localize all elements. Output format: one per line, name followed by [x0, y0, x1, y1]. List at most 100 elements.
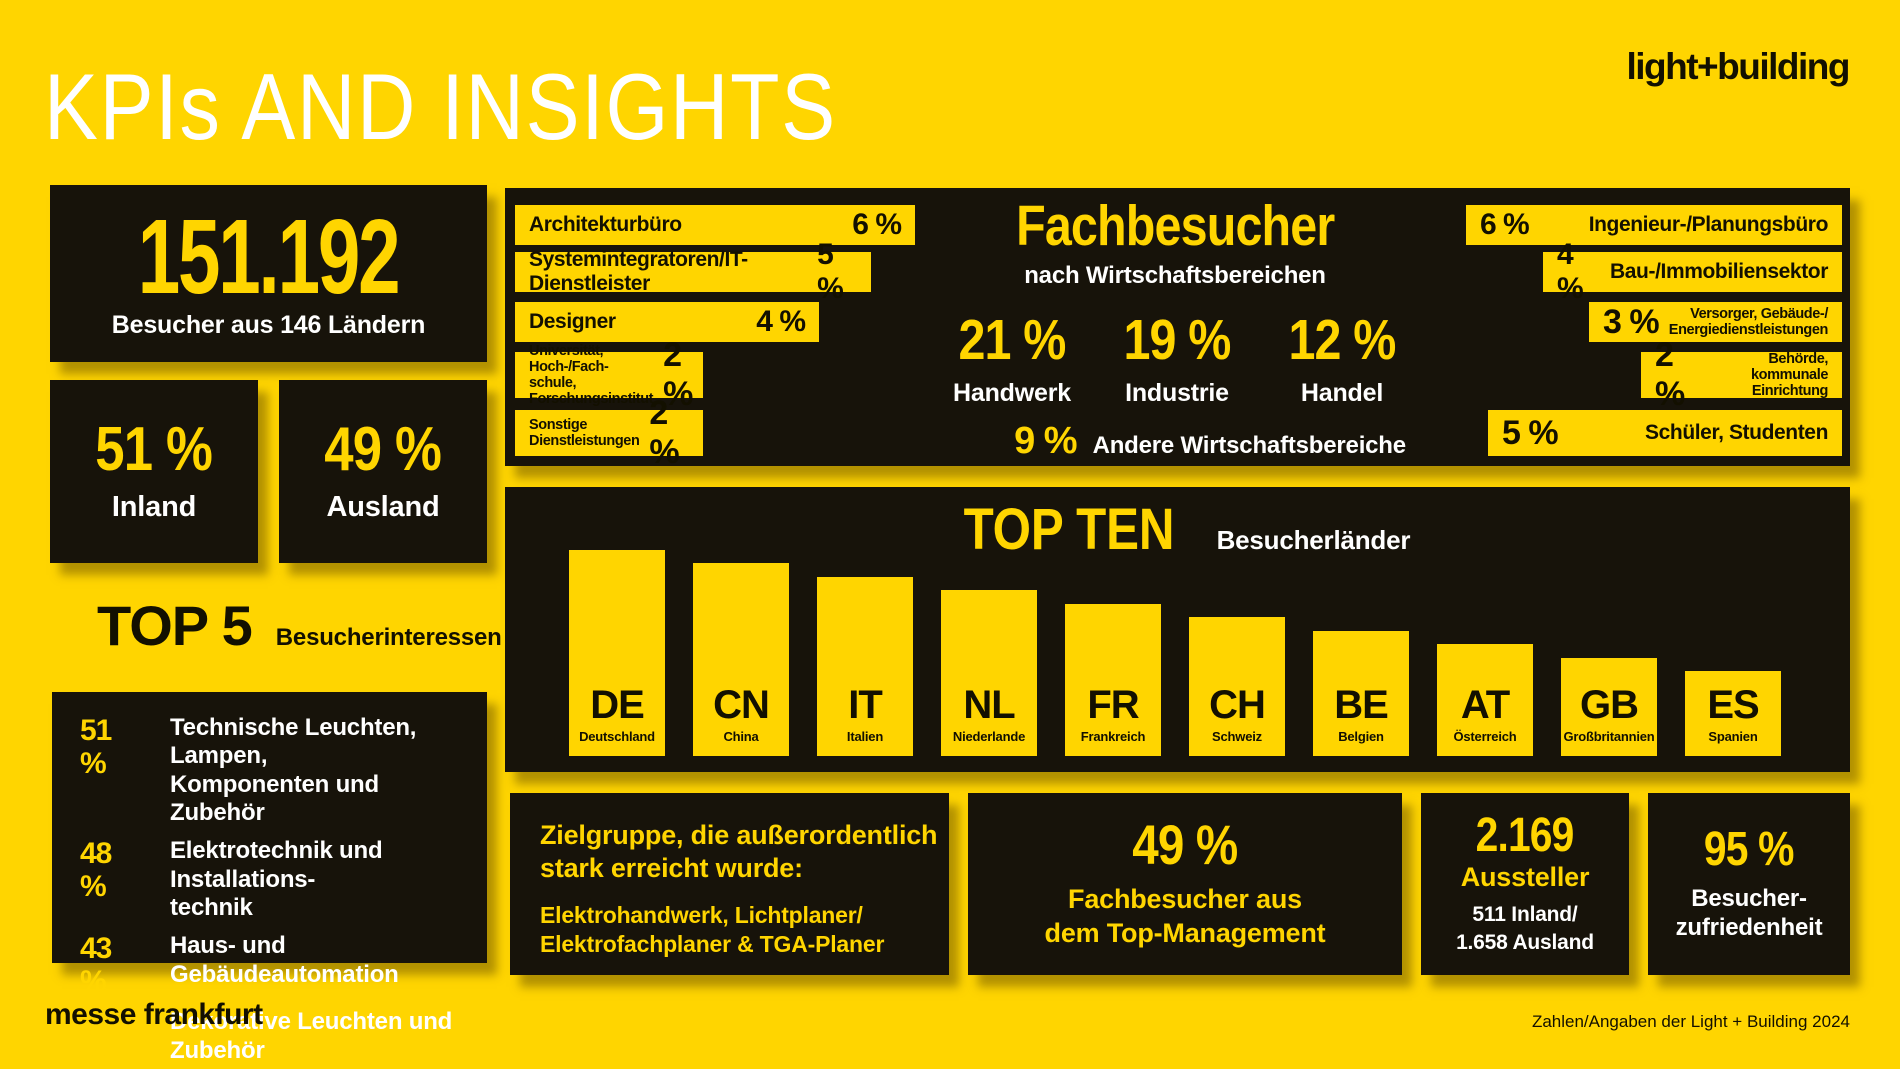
sector-bar-value: 2 %: [663, 336, 693, 413]
topten-title: TOP TEN: [963, 497, 1174, 562]
country-label: BE Belgien: [1313, 683, 1409, 744]
country-name: Österreich: [1453, 729, 1517, 744]
stat-label: Andere Wirtschaftsbereiche: [1092, 432, 1407, 459]
fachbesucher-panel: Architekturbüro 6 % Systemintegratoren/I…: [505, 188, 1850, 471]
page-title: KPIs AND INSIGHTS: [44, 54, 837, 159]
sector-bar-ingenieur: 6 % Ingenieur-/Planungsbüro: [1466, 205, 1842, 245]
stat-label: Handwerk: [953, 379, 1071, 407]
top5-title: TOP 5: [97, 594, 253, 657]
stat-label: Handel: [1300, 379, 1384, 407]
sector-bar-designer: Designer 4 %: [515, 302, 819, 342]
inland-label: Inland: [111, 491, 197, 523]
stat-value: 21 %: [958, 308, 1066, 372]
visitors-total-caption: Besucher aus 146 Ländern: [111, 311, 426, 340]
sector-bar-label: Behörde, kommunale Einrichtung: [1751, 350, 1828, 400]
sector-bar-systemintegratoren: Systemintegratoren/IT-Dienstleister 5 %: [515, 238, 871, 305]
sector-bar-label: Architekturbüro: [529, 213, 682, 236]
inland-value: 51 %: [95, 415, 214, 484]
sector-bar-versorger: 3 % Versorger, Gebäude-/ Energiedienstle…: [1589, 302, 1842, 342]
sector-bar-label: Bau-/Immobiliensektor: [1610, 260, 1828, 283]
country-label: FR Frankreich: [1065, 683, 1161, 744]
sector-bar-label: Ingenieur-/Planungsbüro: [1588, 213, 1829, 236]
country-label: CH Schweiz: [1189, 683, 1285, 744]
country-bar-es: ES Spanien: [1685, 671, 1781, 756]
sector-bar-value: 4 %: [756, 305, 806, 338]
aussteller-box: 2.169 Aussteller 511 Inland/ 1.658 Ausla…: [1421, 793, 1629, 975]
ausland-box: 49 % Ausland: [279, 380, 487, 563]
stat-industrie: 19 % Industrie: [1102, 312, 1252, 408]
country-code: DE: [590, 683, 645, 727]
topten-heading: TOP TEN Besucherländer: [505, 501, 1850, 559]
visitors-total-box: 151.192 Besucher aus 146 Ländern: [50, 185, 487, 362]
top5-item-value: 43 %: [80, 932, 112, 999]
country-code: NL: [963, 683, 1015, 727]
top5-item: 43 % Haus- und Gebäudeautomation: [80, 932, 477, 998]
stat-value: 9 %: [1014, 420, 1077, 462]
country-bar-gb: GB Großbritannien: [1561, 658, 1657, 756]
country-label: GB Großbritannien: [1561, 683, 1657, 744]
top-management-value: 49 %: [1132, 813, 1238, 877]
messe-frankfurt-logo: messe frankfurt: [45, 998, 263, 1031]
fachbesucher-subtitle: nach Wirtschaftsbereichen: [1024, 262, 1326, 289]
country-name: Frankreich: [1080, 729, 1146, 744]
fachbesucher-title: Fachbesucher: [1015, 194, 1335, 258]
top5-item-value: 51 %: [80, 714, 112, 780]
top5-item-value: 31 %: [80, 1008, 112, 1069]
country-code: CH: [1209, 683, 1266, 727]
stat-value: 12 %: [1288, 308, 1396, 372]
country-bar-ch: CH Schweiz: [1189, 617, 1285, 756]
sector-bar-label: Designer: [529, 310, 616, 333]
sector-bar-label: Schüler, Studenten: [1645, 421, 1828, 444]
country-name: China: [723, 729, 759, 744]
top5-item: 31 % Dekorative Leuchten und Zubehör: [80, 1008, 477, 1069]
sector-bar-value: 2 %: [649, 394, 679, 471]
country-label: ES Spanien: [1685, 685, 1781, 744]
sector-bar-schueler: 5 % Schüler, Studenten: [1488, 410, 1842, 456]
country-bar-fr: FR Frankreich: [1065, 604, 1161, 756]
country-name: Italien: [846, 729, 884, 744]
brand-logo: light+building: [1626, 46, 1850, 87]
country-label: IT Italien: [817, 683, 913, 744]
sector-bar-sonstige: Sonstige Dienstleistungen 2 %: [515, 394, 703, 471]
country-name: Niederlande: [952, 729, 1026, 744]
top-management-box: 49 % Fachbesucher aus dem Top-Management: [968, 793, 1402, 975]
top5-item-value: 48 %: [80, 837, 112, 904]
ausland-label: Ausland: [326, 491, 440, 523]
country-name: Belgien: [1338, 729, 1384, 744]
aussteller-value: 2.169: [1476, 809, 1575, 863]
country-code: IT: [848, 683, 883, 727]
sector-bar-label: Universität, Hoch-/Fach- schule, Forschu…: [529, 342, 654, 408]
zielgruppe-box: Zielgruppe, die außerordentlich stark er…: [510, 793, 949, 975]
country-bar-de: DE Deutschland: [569, 550, 665, 756]
country-code: FR: [1087, 683, 1139, 727]
visitors-total-value: 151.192: [138, 197, 401, 316]
country-code: AT: [1460, 683, 1510, 727]
aussteller-label: Aussteller: [1460, 862, 1590, 893]
sector-bar-label: Sonstige Dienstleistungen: [529, 416, 640, 449]
sector-bar-value: 3 %: [1603, 302, 1660, 341]
ausland-value: 49 %: [324, 415, 443, 484]
country-code: BE: [1334, 683, 1389, 727]
stat-handwerk: 21 % Handwerk: [937, 312, 1087, 408]
sector-bar-label: Versorger, Gebäude-/ Energiedienstleistu…: [1668, 305, 1829, 338]
country-code: CN: [713, 683, 770, 727]
top5-subtitle: Besucherinteressen: [275, 624, 502, 651]
zufriedenheit-value: 95 %: [1704, 822, 1794, 876]
fachbesucher-heading: Fachbesucher nach Wirtschaftsbereichen: [905, 198, 1445, 290]
zufriedenheit-label: Besucher- zufriedenheit: [1675, 884, 1823, 941]
aussteller-detail: 511 Inland/ 1.658 Ausland: [1456, 903, 1594, 954]
top-management-label: Fachbesucher aus dem Top-Management: [1044, 884, 1326, 948]
country-bar-be: BE Belgien: [1313, 631, 1409, 756]
country-label: CN China: [693, 683, 789, 744]
country-bar-nl: NL Niederlande: [941, 590, 1037, 756]
sector-bar-bau-immobilien: 4 % Bau-/Immobiliensektor: [1543, 238, 1842, 305]
country-code: GB: [1580, 683, 1639, 727]
stat-label: Industrie: [1125, 379, 1229, 407]
source-note: Zahlen/Angaben der Light + Building 2024: [1531, 1012, 1850, 1031]
sector-bar-value: 4 %: [1557, 238, 1584, 305]
sector-bar-value: 6 %: [1480, 208, 1530, 241]
sector-bar-universitaet: Universität, Hoch-/Fach- schule, Forschu…: [515, 336, 703, 413]
country-name: Schweiz: [1212, 729, 1262, 744]
topten-panel: TOP TEN Besucherländer DE Deutschland CN…: [505, 487, 1850, 772]
